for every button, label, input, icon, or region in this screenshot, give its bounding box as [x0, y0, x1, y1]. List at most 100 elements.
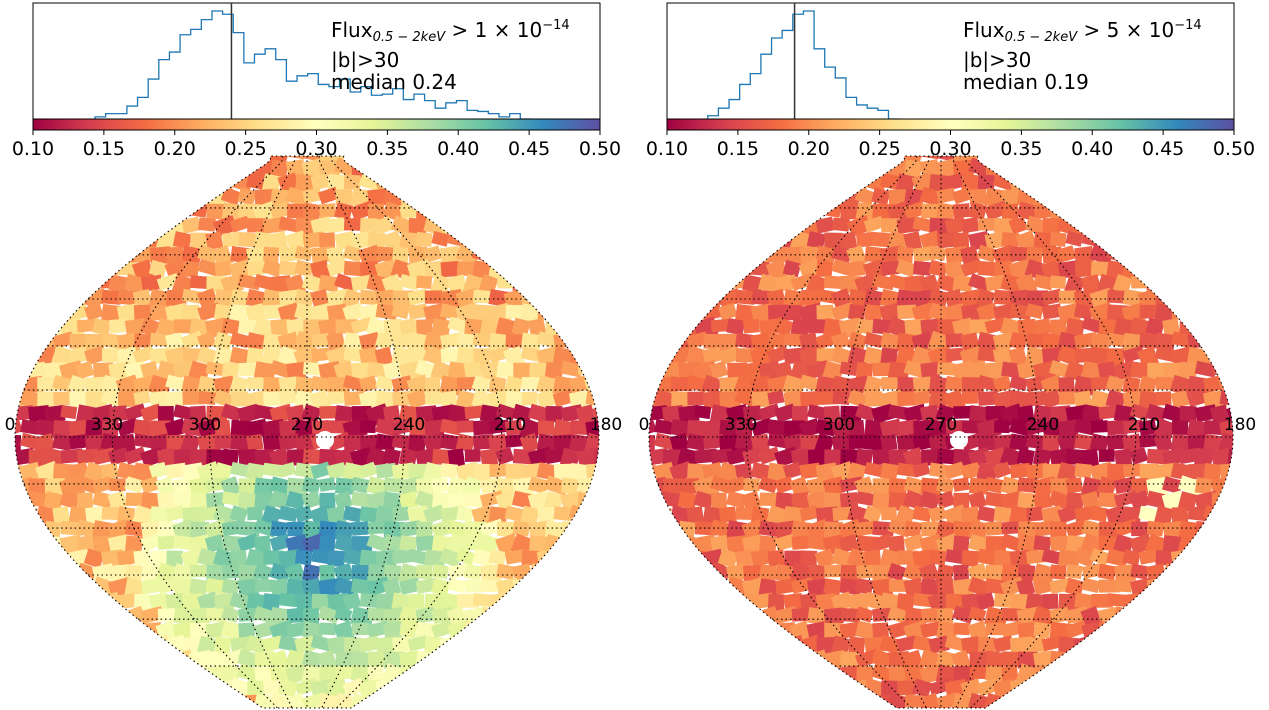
- map-pixel: [133, 173, 157, 193]
- map-pixel: [318, 578, 341, 599]
- map-pixel: [463, 361, 483, 381]
- map-pixel: [399, 159, 417, 175]
- map-pixel: [1001, 232, 1020, 248]
- map-pixel: [43, 447, 66, 469]
- map-pixel: [1106, 636, 1130, 655]
- map-pixel: [1131, 275, 1150, 289]
- map-pixel: [694, 202, 715, 219]
- map-pixel: [463, 563, 483, 581]
- map-pixel: [1122, 345, 1146, 363]
- map-pixel: [1032, 448, 1052, 467]
- map-pixel: [677, 230, 702, 249]
- map-pixel: [967, 620, 989, 643]
- map-pixel: [600, 288, 624, 311]
- map-pixel: [351, 521, 369, 536]
- map-pixel: [15, 187, 32, 208]
- map-pixel: [653, 332, 676, 353]
- map-pixel: [1097, 361, 1117, 381]
- map-pixel: [334, 606, 353, 623]
- map-pixel: [1017, 694, 1039, 708]
- map-pixel: [601, 332, 622, 352]
- map-pixel: [414, 692, 439, 708]
- map-pixel: [1227, 492, 1233, 511]
- map-pixel: [84, 345, 108, 366]
- map-pixel: [649, 579, 667, 593]
- map-pixel: [670, 303, 694, 319]
- map-pixel: [424, 680, 443, 697]
- map-pixel: [529, 188, 552, 207]
- map-pixel: [863, 289, 883, 309]
- map-pixel: [124, 202, 145, 221]
- map-pixel: [214, 636, 232, 655]
- map-pixel: [601, 375, 625, 393]
- map-pixel: [75, 274, 96, 294]
- map-pixel: [140, 403, 163, 423]
- colorbar-tick-label: 0.20: [788, 138, 830, 160]
- map-pixel: [278, 390, 298, 406]
- map-pixel: [1138, 635, 1157, 652]
- map-pixel: [15, 173, 22, 189]
- map-pixel: [109, 478, 126, 492]
- map-pixel: [775, 188, 793, 203]
- map-pixel: [473, 463, 492, 481]
- map-pixel: [774, 650, 794, 666]
- map-pixel: [84, 246, 106, 267]
- map-pixel: [1217, 172, 1233, 196]
- map-pixel: [1162, 158, 1185, 178]
- map-pixel: [575, 519, 598, 541]
- map-pixel: [52, 635, 75, 655]
- map-pixel: [880, 462, 899, 481]
- map-pixel: [505, 304, 526, 319]
- map-pixel: [1065, 477, 1083, 494]
- map-pixel: [416, 319, 433, 336]
- map-pixel: [319, 232, 336, 249]
- map-pixel: [374, 216, 394, 235]
- map-pixel: [593, 492, 599, 511]
- map-pixel: [495, 663, 518, 681]
- map-pixel: [527, 663, 548, 682]
- map-pixel: [743, 189, 765, 203]
- map-pixel: [20, 549, 41, 567]
- map-pixel: [1242, 693, 1263, 710]
- map-pixel: [655, 304, 672, 320]
- map-pixel: [100, 462, 119, 480]
- map-pixel: [261, 505, 282, 527]
- map-pixel: [806, 187, 828, 204]
- map-pixel: [649, 187, 666, 208]
- map-pixel: [528, 693, 553, 708]
- map-pixel: [398, 360, 423, 382]
- map-pixel: [15, 317, 36, 335]
- map-pixel: [1187, 463, 1208, 480]
- map-pixel: [977, 637, 996, 656]
- map-pixel: [205, 231, 224, 250]
- map-pixel: [1080, 606, 1102, 627]
- map-pixel: [677, 273, 700, 292]
- map-pixel: [1202, 433, 1222, 455]
- map-pixel: [221, 231, 242, 248]
- map-pixel: [263, 376, 284, 394]
- map-pixel: [93, 203, 114, 218]
- map-pixel: [984, 650, 1005, 670]
- map-pixel: [734, 303, 755, 325]
- map-pixel: [544, 621, 567, 640]
- map-pixel: [1129, 200, 1155, 221]
- map-pixel: [928, 376, 948, 396]
- map-pixel: [830, 288, 852, 308]
- map-pixel: [952, 578, 975, 599]
- map-pixel: [107, 490, 128, 511]
- map-pixel: [653, 245, 673, 267]
- map-pixel: [213, 389, 235, 408]
- map-pixel: [823, 405, 841, 424]
- map-pixel: [1139, 217, 1156, 236]
- map-pixel: [497, 275, 516, 289]
- histogram-series: [94, 10, 531, 120]
- sky-map: [649, 156, 1263, 710]
- map-pixel: [686, 331, 709, 350]
- map-pixel: [399, 274, 421, 291]
- map-pixel: [1065, 318, 1085, 337]
- colorbar-tick-label: 0.30: [295, 138, 337, 160]
- map-pixel: [520, 679, 541, 700]
- map-pixel: [495, 693, 515, 708]
- map-pixel: [806, 157, 832, 178]
- map-pixel: [173, 607, 195, 626]
